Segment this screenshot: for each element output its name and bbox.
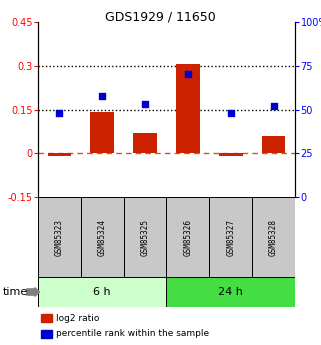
Bar	[167, 197, 209, 277]
Text: time: time	[3, 287, 29, 297]
Point	[100, 93, 105, 98]
Text: GSM85327: GSM85327	[226, 218, 235, 256]
Bar	[124, 197, 167, 277]
Text: GSM85323: GSM85323	[55, 218, 64, 256]
Bar	[38, 197, 81, 277]
Text: GDS1929 / 11650: GDS1929 / 11650	[105, 10, 216, 23]
Bar	[176, 64, 200, 153]
Point	[143, 101, 148, 107]
Bar	[81, 197, 124, 277]
Bar	[252, 197, 295, 277]
Text: log2 ratio: log2 ratio	[56, 314, 99, 323]
Bar	[133, 133, 157, 153]
Bar	[48, 153, 71, 156]
Text: 24 h: 24 h	[218, 287, 243, 297]
Text: GSM85325: GSM85325	[141, 218, 150, 256]
Point	[271, 103, 276, 109]
Bar	[38, 277, 167, 307]
Bar	[209, 197, 252, 277]
Bar	[219, 153, 243, 156]
Bar	[91, 112, 114, 153]
Text: percentile rank within the sample: percentile rank within the sample	[56, 329, 209, 338]
Point	[185, 72, 190, 77]
Text: GSM85328: GSM85328	[269, 218, 278, 256]
Text: 6 h: 6 h	[93, 287, 111, 297]
Text: GSM85326: GSM85326	[183, 218, 192, 256]
Bar	[262, 136, 285, 153]
Text: GSM85324: GSM85324	[98, 218, 107, 256]
Bar	[167, 277, 295, 307]
Point	[57, 110, 62, 116]
Point	[228, 110, 233, 116]
